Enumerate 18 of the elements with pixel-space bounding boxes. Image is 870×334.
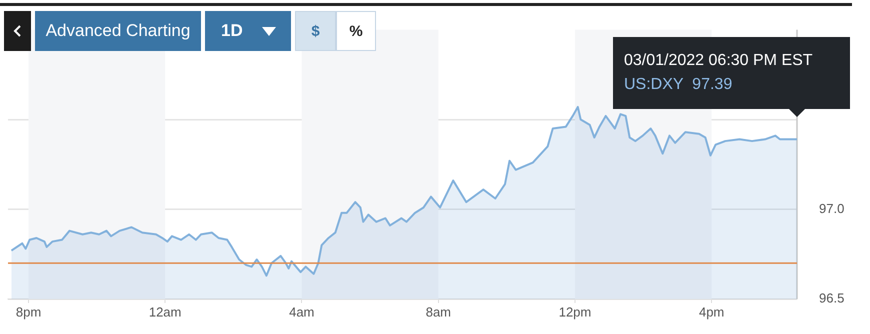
button: $: [295, 11, 336, 51]
annotation: %: [349, 22, 363, 40]
x-tick-label: 8pm: [16, 304, 42, 320]
button: Advanced Charting: [35, 11, 201, 51]
button: 1D: [205, 11, 291, 51]
annotation: 1D: [221, 21, 243, 41]
button: %: [336, 11, 376, 51]
x-tick-label: 12am: [148, 304, 182, 320]
annotation: Advanced Charting: [46, 21, 190, 41]
y-tick-label: 97.0: [819, 200, 844, 216]
x-tick-label: 4am: [289, 304, 314, 320]
x-tick-label: 12pm: [558, 304, 592, 320]
annotation: $: [311, 22, 320, 40]
annotation: US:DXY 97.39: [624, 75, 734, 96]
x-tick-label: 4pm: [698, 304, 724, 320]
annotation: 03/01/2022 06:30 PM EST: [624, 51, 814, 72]
x-tick-label: 8am: [426, 304, 452, 320]
y-tick-label: 96.5: [819, 290, 844, 306]
